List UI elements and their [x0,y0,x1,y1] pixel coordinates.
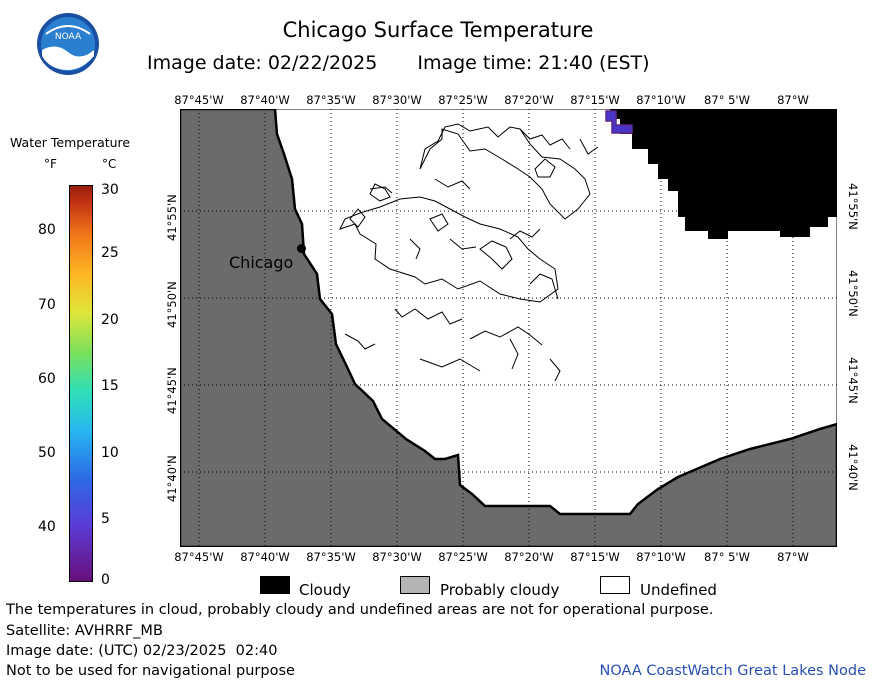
tick-c: 25 [101,245,119,261]
lat-label: 41°40'N [846,444,860,491]
lon-label: 87°25'W [438,93,488,107]
tick-c: 15 [101,378,119,394]
navigation-warning: Not to be used for navigational purpose [6,663,295,679]
lon-label: 87°W [777,93,809,107]
cloud-area [610,109,837,239]
lon-label: 87°35'W [306,550,356,564]
warm-pixel [605,110,633,134]
lat-label: 41°55'N [846,183,860,230]
image-time: Image time: 21:40 (EST) [417,52,650,74]
svg-text:NOAA: NOAA [55,32,82,42]
image-date: Image date: 02/22/2025 [147,52,378,74]
lon-label: 87°15'W [570,93,620,107]
lon-label: 87°10'W [636,93,686,107]
tick-c: 5 [101,511,110,527]
lon-label: 87°45'W [174,550,224,564]
disclaimer-text: The temperatures in cloud, probably clou… [6,602,714,618]
lat-label: 41°55'N [165,194,179,241]
legend-swatch-cloudy [260,576,290,594]
legend-label-undefined: Undefined [640,581,717,599]
city-label: Chicago [229,253,294,272]
utc-date-text: Image date: (UTC) 02/23/2025 02:40 [6,643,278,659]
tick-c: 20 [101,312,119,328]
legend-label-cloudy: Cloudy [299,581,351,599]
legend-swatch-probably-cloudy [400,576,430,594]
tick-f: 80 [38,222,56,238]
land-area [180,109,837,547]
satellite-text: Satellite: AVHRRF_MB [6,623,163,639]
image-datetime: Image date: 02/22/2025 Image time: 21:40 … [147,52,650,74]
lat-label: 41°40'N [165,455,179,502]
temperature-map [180,109,837,547]
colorbar [69,185,93,582]
tick-c: 30 [101,182,119,198]
lat-label: 41°45'N [165,367,179,414]
lon-label: 87°20'W [504,550,554,564]
tick-f: 60 [38,371,56,387]
lon-label: 87°45'W [174,93,224,107]
legend-label-probably-cloudy: Probably cloudy [440,581,560,599]
tick-f: 70 [38,297,56,313]
lat-label: 41°45'N [846,357,860,404]
legend-swatch-undefined [600,576,630,594]
lon-label: 87°10'W [636,550,686,564]
isotherm-contours [339,123,599,382]
lon-label: 87°40'W [240,93,290,107]
noaa-logo: NOAA [37,13,99,75]
lon-label: 87°30'W [372,550,422,564]
lon-label: 87°35'W [306,93,356,107]
colorbar-unit-c: °C [102,157,117,171]
credit-text: NOAA CoastWatch Great Lakes Node [599,663,866,679]
lon-label: 87°30'W [372,93,422,107]
lat-label: 41°50'N [846,270,860,317]
lat-label: 41°50'N [165,281,179,328]
tick-c: 0 [101,572,110,588]
tick-c: 10 [101,445,119,461]
tick-f: 50 [38,445,56,461]
city-marker [297,244,306,253]
graticule [180,109,837,547]
lon-label: 87°40'W [240,550,290,564]
tick-f: 40 [38,519,56,535]
lon-label: 87° 5'W [704,550,750,564]
lon-label: 87°20'W [504,93,554,107]
lon-label: 87° 5'W [704,93,750,107]
page-title: Chicago Surface Temperature [282,18,594,42]
lon-label: 87°25'W [438,550,488,564]
lon-label: 87°W [777,550,809,564]
lon-label: 87°15'W [570,550,620,564]
colorbar-title: Water Temperature [10,135,131,150]
colorbar-unit-f: °F [44,157,57,171]
